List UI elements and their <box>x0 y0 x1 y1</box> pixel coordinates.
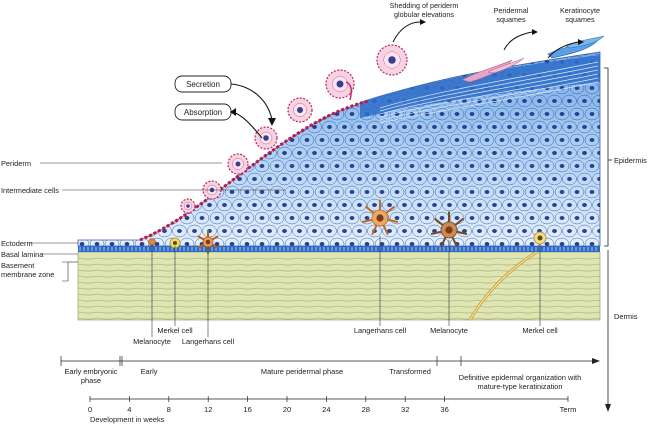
periderm-layer <box>139 99 369 242</box>
secretion-label: Secretion <box>186 80 220 89</box>
dermis-region <box>77 248 601 321</box>
early-embryonic-phase-line2: phase <box>81 376 101 385</box>
basement-membrane-label-line2: membrane zone <box>1 270 54 279</box>
right-brackets <box>604 67 612 410</box>
melanocyte-left-label: Melanocyte <box>133 337 171 346</box>
basal-lamina-band <box>78 246 600 252</box>
keratinocyte-squames-label-line2: squames <box>565 15 595 24</box>
special-cells <box>148 199 547 254</box>
early-embryonic-phase-line1: Early embryonic <box>65 367 118 376</box>
transformed-phase-label: Transformed <box>389 367 431 376</box>
basement-membrane-label-line1: Basement <box>1 261 34 270</box>
timeline-tick-label: 28 <box>362 405 370 414</box>
timeline-tick-label: 12 <box>204 405 212 414</box>
timeline-axis-label: Development in weeks <box>90 415 165 424</box>
timeline-ticks: 0 4 8 12 16 20 24 28 32 36 Term <box>88 396 577 414</box>
peridermal-squames-label-line2: squames <box>496 15 526 24</box>
merkel-right-label: Merkel cell <box>522 326 558 335</box>
peridermal-squames-label-line1: Peridermal <box>494 6 529 15</box>
keratinocyte-squames-label-line1: Keratinocyte <box>560 6 600 15</box>
early-phase-label: Early <box>141 367 158 376</box>
definitive-phase-line1: Definitive epidermal organization with <box>459 373 581 382</box>
merkel-left-label: Merkel cell <box>157 326 193 335</box>
timeline-tick-label: 4 <box>127 405 131 414</box>
absorption-box: Absorption <box>174 103 232 121</box>
timeline-tick-label: 24 <box>322 405 330 414</box>
keratinocyte-squames-shape <box>547 35 605 59</box>
melanocyte-right-label: Melanocyte <box>430 326 468 335</box>
epidermis-label: Epidermis <box>614 156 647 165</box>
timeline-tick-label: 36 <box>440 405 448 414</box>
stratum-corneum <box>360 55 600 118</box>
top-arrowheads <box>420 19 584 45</box>
phase-bar <box>60 356 594 366</box>
dermis-label: Dermis <box>614 312 638 321</box>
shedding-label-line1: Shedding of periderm <box>390 1 459 10</box>
timeline-tick-label: Term <box>560 405 577 414</box>
intermediate-cells-label: Intermediate cells <box>1 186 59 195</box>
timeline-tick-label: 20 <box>283 405 291 414</box>
ectoderm-label: Ectoderm <box>1 239 33 248</box>
secretion-box: Secretion <box>174 75 232 93</box>
langerhans-left-label: Langerhans cell <box>182 337 235 346</box>
left-leader-lines <box>30 162 285 282</box>
timeline-tick-label: 32 <box>401 405 409 414</box>
basal-lamina-label: Basal lamina <box>1 250 44 259</box>
definitive-phase-line2: mature-type keratinization <box>477 382 562 391</box>
cell-leader-lines <box>151 236 541 337</box>
timeline-tick-label: 16 <box>243 405 251 414</box>
langerhans-right-label: Langerhans cell <box>354 326 407 335</box>
periderm-label: Periderm <box>1 159 31 168</box>
timeline-tick-label: 0 <box>88 405 92 414</box>
timeline-tick-label: 8 <box>167 405 171 414</box>
shedding-label-line2: globular elevations <box>394 10 454 19</box>
peridermal-squames-shape <box>461 57 525 83</box>
top-arrows <box>392 21 579 59</box>
mature-peridermal-phase-label: Mature peridermal phase <box>261 367 343 376</box>
absorption-label: Absorption <box>184 108 222 117</box>
